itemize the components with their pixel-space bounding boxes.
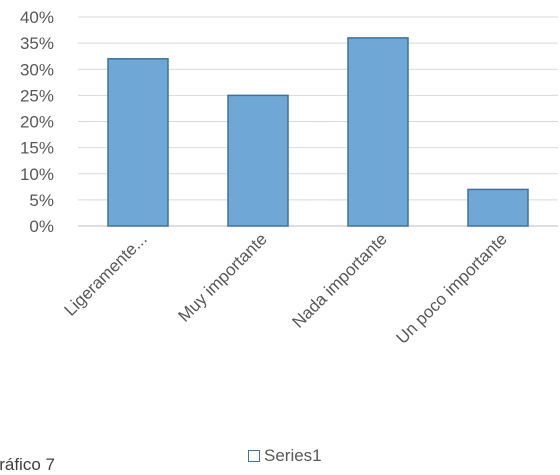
legend-swatch-series1: [248, 450, 260, 462]
bar: [467, 188, 529, 227]
figure-caption: Gráfico 7: [0, 455, 55, 474]
y-tick-label: 5%: [29, 191, 54, 210]
bar: [227, 94, 289, 227]
y-tick-label: 25%: [20, 86, 54, 105]
y-tick-label: 20%: [20, 113, 54, 132]
y-tick-label: 0%: [29, 217, 54, 236]
x-tick-label: Nada importante: [289, 229, 391, 331]
y-tick-label: 35%: [20, 34, 54, 53]
y-tick-label: 40%: [20, 8, 54, 27]
x-tick-label: Ligeramente...: [61, 229, 151, 319]
bar: [347, 37, 409, 227]
y-tick-label: 30%: [20, 60, 54, 79]
y-tick-label: 10%: [20, 165, 54, 184]
x-tick-label: Muy importante: [175, 229, 271, 325]
x-tick-label: Un poco importante: [392, 229, 510, 347]
legend: Series1: [248, 446, 322, 466]
legend-label-series1: Series1: [264, 446, 322, 465]
bar: [107, 58, 169, 227]
y-tick-label: 15%: [20, 139, 54, 158]
